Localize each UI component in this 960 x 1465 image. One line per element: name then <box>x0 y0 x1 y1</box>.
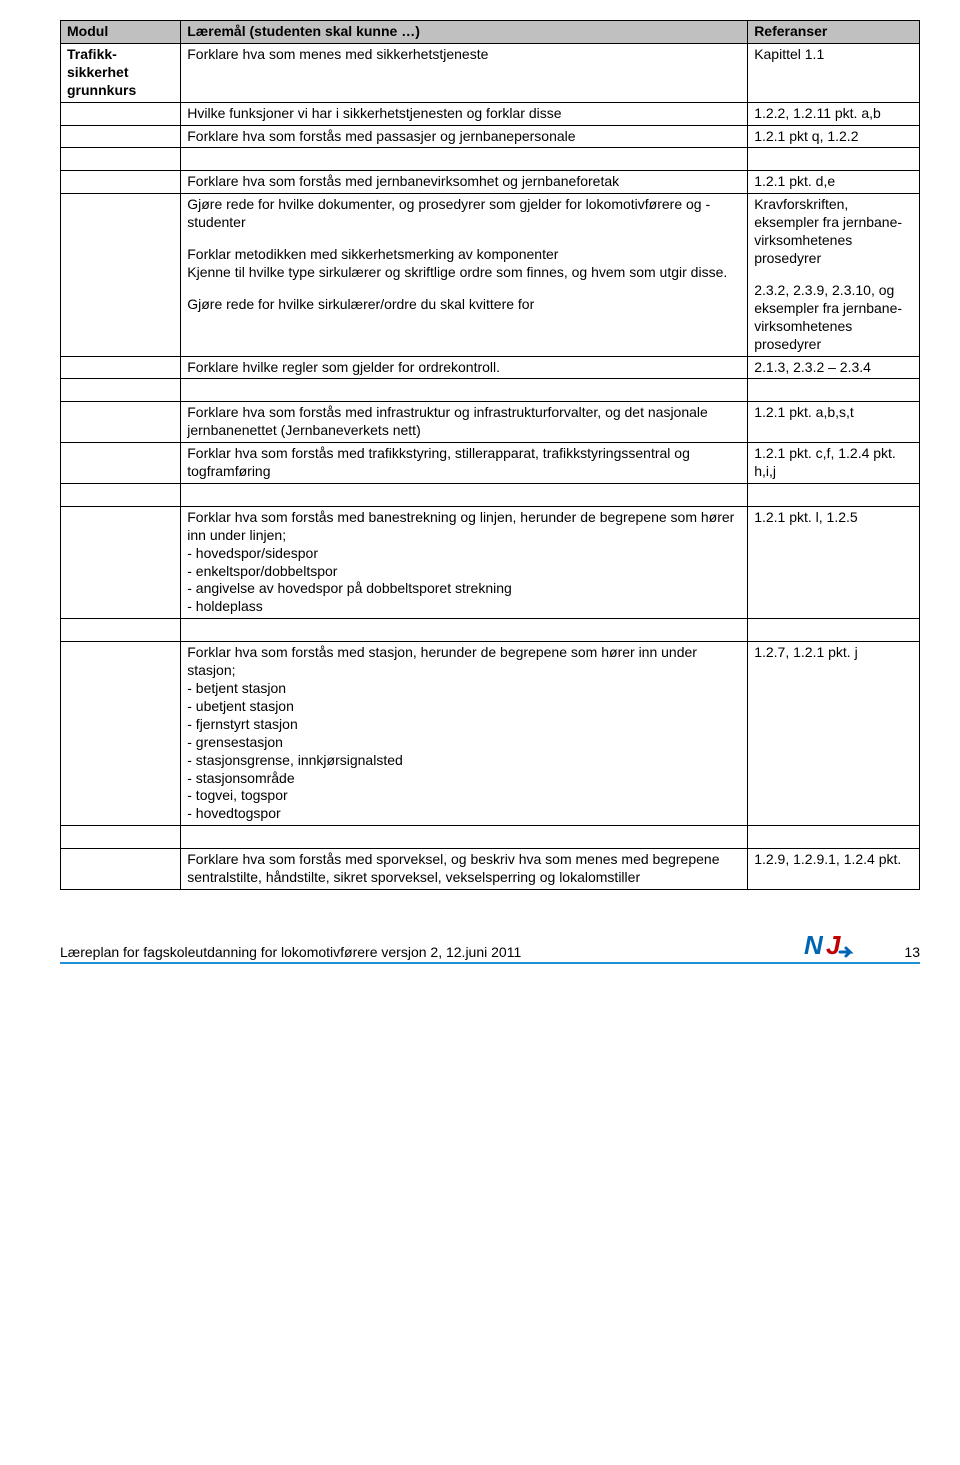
table-row: Forklar hva som forstås med stasjon, her… <box>61 642 920 826</box>
table-row <box>61 379 920 402</box>
cell-referanser: 1.2.1 pkt. l, 1.2.5 <box>748 506 920 618</box>
cell-referanser: 1.2.7, 1.2.1 pkt. j <box>748 642 920 826</box>
col-header-laeremal: Læremål (studenten skal kunne …) <box>181 21 748 44</box>
cell-modul <box>61 506 181 618</box>
table-body: Trafikk-sikkerhetgrunnkursForklare hva s… <box>61 43 920 889</box>
cell-laeremal: Forklar hva som forstås med banestreknin… <box>181 506 748 618</box>
cell-laeremal: Forklare hva som forstås med sporveksel,… <box>181 849 748 890</box>
footer-text: Læreplan for fagskoleutdanning for lokom… <box>60 944 800 960</box>
cell-modul: Trafikk-sikkerhetgrunnkurs <box>61 43 181 102</box>
logo: N J <box>800 930 860 960</box>
table-row <box>61 483 920 506</box>
table-row <box>61 619 920 642</box>
cell-referanser: 1.2.1 pkt. a,b,s,t <box>748 402 920 443</box>
cell-modul <box>61 125 181 148</box>
cell-laeremal: Forklare hva som forstås med infrastrukt… <box>181 402 748 443</box>
cell-modul <box>61 356 181 379</box>
cell-laeremal <box>181 148 748 171</box>
cell-referanser: 1.2.1 pkt. d,e <box>748 171 920 194</box>
cell-modul <box>61 402 181 443</box>
page-container: Modul Læremål (studenten skal kunne …) R… <box>0 0 960 1004</box>
col-header-modul: Modul <box>61 21 181 44</box>
cell-laeremal: Hvilke funksjoner vi har i sikkerhetstje… <box>181 102 748 125</box>
cell-laeremal <box>181 483 748 506</box>
cell-modul <box>61 642 181 826</box>
table-row: Forklare hvilke regler som gjelder for o… <box>61 356 920 379</box>
table-row: Forklar hva som forstås med banestreknin… <box>61 506 920 618</box>
table-row: Forklar hva som forstås med trafikkstyri… <box>61 443 920 484</box>
cell-modul <box>61 483 181 506</box>
cell-laeremal: Forklare hva som forstås med passasjer o… <box>181 125 748 148</box>
cell-referanser <box>748 148 920 171</box>
cell-laeremal: Forklar hva som forstås med stasjon, her… <box>181 642 748 826</box>
table-row: Trafikk-sikkerhetgrunnkursForklare hva s… <box>61 43 920 102</box>
table-row: Forklare hva som forstås med sporveksel,… <box>61 849 920 890</box>
cell-modul <box>61 194 181 356</box>
cell-laeremal <box>181 826 748 849</box>
cell-laeremal: Gjøre rede for hvilke dokumenter, og pro… <box>181 194 748 356</box>
footer-underline <box>60 962 920 964</box>
cell-laeremal: Forklare hvilke regler som gjelder for o… <box>181 356 748 379</box>
table-row <box>61 148 920 171</box>
cell-laeremal: Forklar hva som forstås med trafikkstyri… <box>181 443 748 484</box>
col-header-referanser: Referanser <box>748 21 920 44</box>
cell-referanser: Kapittel 1.1 <box>748 43 920 102</box>
page-footer: Læreplan for fagskoleutdanning for lokom… <box>60 930 920 960</box>
cell-laeremal <box>181 379 748 402</box>
cell-modul <box>61 619 181 642</box>
page-number: 13 <box>860 944 920 960</box>
curriculum-table: Modul Læremål (studenten skal kunne …) R… <box>60 20 920 890</box>
cell-referanser: 1.2.1 pkt q, 1.2.2 <box>748 125 920 148</box>
svg-text:N: N <box>804 930 824 960</box>
table-row: Gjøre rede for hvilke dokumenter, og pro… <box>61 194 920 356</box>
cell-modul <box>61 102 181 125</box>
cell-referanser <box>748 619 920 642</box>
table-row: Forklare hva som forstås med passasjer o… <box>61 125 920 148</box>
table-row: Forklare hva som forstås med infrastrukt… <box>61 402 920 443</box>
table-row: Hvilke funksjoner vi har i sikkerhetstje… <box>61 102 920 125</box>
cell-referanser <box>748 379 920 402</box>
cell-referanser: 1.2.2, 1.2.11 pkt. a,b <box>748 102 920 125</box>
cell-referanser <box>748 826 920 849</box>
cell-modul <box>61 379 181 402</box>
cell-referanser: 2.1.3, 2.3.2 – 2.3.4 <box>748 356 920 379</box>
cell-modul <box>61 849 181 890</box>
cell-referanser: Kravforskriften, eksempler fra jernbane-… <box>748 194 920 356</box>
svg-text:J: J <box>826 930 841 960</box>
table-row: Forklare hva som forstås med jernbanevir… <box>61 171 920 194</box>
cell-modul <box>61 443 181 484</box>
table-row <box>61 826 920 849</box>
cell-referanser <box>748 483 920 506</box>
cell-referanser: 1.2.9, 1.2.9.1, 1.2.4 pkt. <box>748 849 920 890</box>
cell-modul <box>61 171 181 194</box>
cell-modul <box>61 826 181 849</box>
cell-modul <box>61 148 181 171</box>
cell-laeremal: Forklare hva som forstås med jernbanevir… <box>181 171 748 194</box>
table-header-row: Modul Læremål (studenten skal kunne …) R… <box>61 21 920 44</box>
cell-laeremal <box>181 619 748 642</box>
cell-referanser: 1.2.1 pkt. c,f, 1.2.4 pkt. h,i,j <box>748 443 920 484</box>
cell-laeremal: Forklare hva som menes med sikkerhetstje… <box>181 43 748 102</box>
